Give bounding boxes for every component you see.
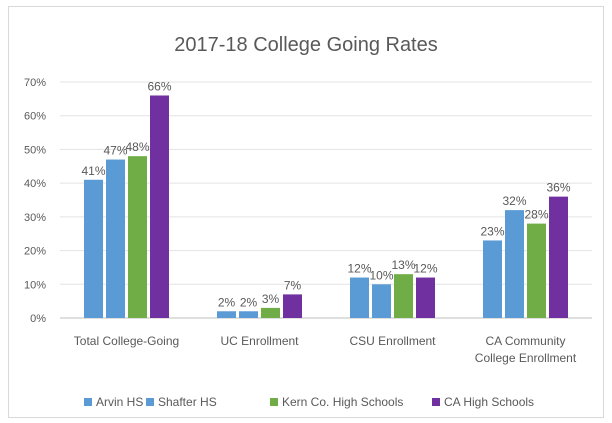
gridlines [60,81,592,319]
category-label: CA Community [485,334,565,348]
bar [239,311,258,318]
bar [483,240,502,318]
data-label: 10% [369,268,393,282]
bar [350,277,369,318]
category-label: College Enrollment [475,351,577,365]
legend-item: Arvin HS [84,395,143,409]
bar [84,179,103,318]
bar [261,307,280,318]
y-tick-label: 40% [24,178,46,190]
legend-label: Shafter HS [158,395,217,409]
data-label: 36% [546,181,570,195]
bar [150,95,169,318]
legend-swatch [270,398,278,406]
category-label: UC Enrollment [220,334,299,348]
bar [283,294,302,318]
legend-label: Kern Co. High Schools [282,395,403,409]
data-label: 41% [81,164,105,178]
data-label: 12% [347,262,371,276]
bar [217,311,236,318]
data-label: 23% [480,224,504,238]
data-label: 12% [413,262,437,276]
data-label: 48% [125,140,149,154]
data-label: 28% [524,208,548,222]
legend-item: CA High Schools [432,395,534,409]
data-label: 3% [262,292,280,306]
bar [527,223,546,318]
chart-title: 2017-18 College Going Rates [174,34,438,56]
bar [372,284,391,318]
data-label: 7% [284,278,302,292]
y-tick-label: 20% [24,246,46,258]
y-tick-label: 70% [24,77,46,89]
y-tick-label: 0% [30,313,46,325]
data-label: 13% [391,258,415,272]
legend-label: CA High Schools [444,395,534,409]
legend-swatch [146,398,154,406]
legend-item: Shafter HS [146,395,217,409]
y-tick-label: 60% [24,111,46,123]
data-label: 2% [240,295,258,309]
data-label: 32% [502,194,526,208]
legend-swatch [84,398,92,406]
bar [505,210,524,318]
bar [416,277,435,318]
category-label: CSU Enrollment [349,334,436,348]
data-labels: 41%47%48%66%2% 2% 3%7%12%10%13%12%23%32%28… [81,79,570,309]
bars [84,95,568,318]
data-label: 2% [218,295,236,309]
bar [549,196,568,318]
y-tick-label: 50% [24,144,46,156]
legend-label: Arvin HS [96,395,143,409]
y-tick-label: 10% [24,279,46,291]
bar [106,159,125,318]
data-label: 66% [147,79,171,93]
y-axis: 0% 10% 20% 30% 40% 50% 60% 70% [24,77,46,325]
data-label: 47% [103,144,127,158]
x-axis: Total College-Going UC Enrollment CSU Enro… [74,334,577,365]
bar [394,274,413,318]
legend-swatch [432,398,440,406]
bar [128,156,147,318]
legend-item: Kern Co. High Schools [270,395,403,409]
category-label: Total College-Going [74,334,179,348]
y-tick-label: 30% [24,212,46,224]
legend: Arvin HS Shafter HS Kern Co. High Schools C… [84,395,534,409]
